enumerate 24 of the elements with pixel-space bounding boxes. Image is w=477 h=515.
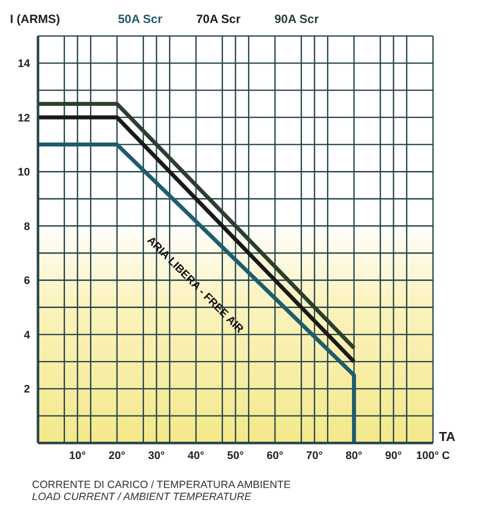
- text: CORRENTE DI CARICO / TEMPERATURA AMBIENTE: [32, 479, 292, 491]
- text: 90A Scr: [274, 12, 319, 26]
- x-tick-label: 30°: [148, 450, 165, 462]
- x-tick-label: 50°: [227, 450, 244, 462]
- x-tick-label: 70°: [306, 450, 323, 462]
- text: 70A Scr: [196, 12, 240, 26]
- text: 50A Scr: [118, 12, 162, 26]
- x-tick-label: 10°: [69, 450, 86, 462]
- x-axis-title: TA: [439, 429, 456, 444]
- y-tick-label: 2: [24, 384, 30, 396]
- y-tick-label: 4: [24, 329, 31, 342]
- y-tick-label: 14: [18, 58, 31, 70]
- y-axis-title: I (ARMS): [10, 12, 60, 26]
- text: LOAD CURRENT / AMBIENT TEMPERATURE: [32, 491, 252, 503]
- x-tick-label: 40°: [188, 450, 204, 462]
- y-tick-label: 6: [24, 275, 30, 288]
- y-tick-label: 8: [24, 220, 30, 233]
- x-tick-label: 20°: [108, 450, 126, 462]
- x-tick-label: 90°: [385, 450, 402, 462]
- x-tick-label: 60°: [266, 450, 284, 462]
- y-tick-label: 12: [18, 112, 30, 124]
- y-tick-label: 10: [18, 166, 30, 179]
- x-tick-label: 80°: [346, 450, 362, 462]
- x-tick-label: 100° C: [416, 450, 450, 462]
